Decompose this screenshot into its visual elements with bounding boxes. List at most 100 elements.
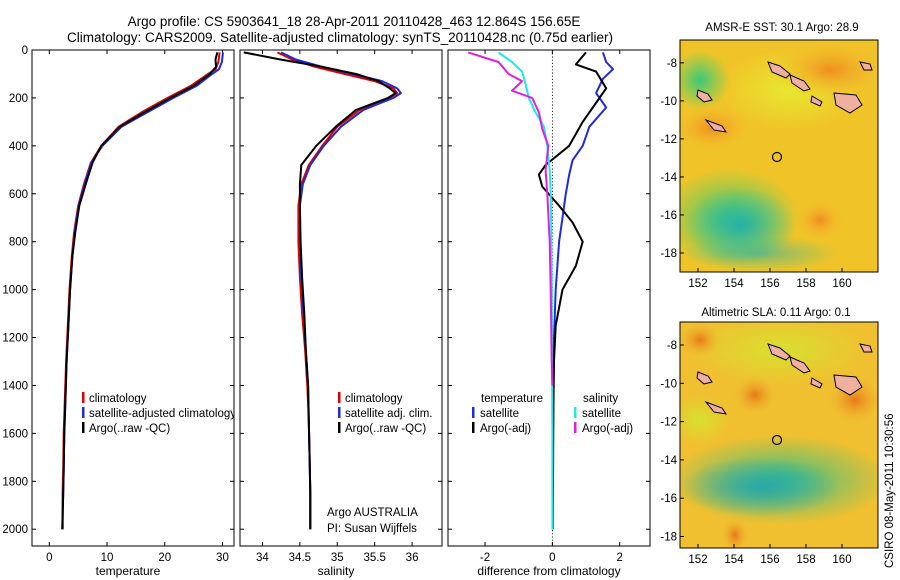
- x-tick-label: 20: [158, 552, 171, 564]
- y-tick-label: 1800: [2, 476, 28, 488]
- legend-heading-salinity: salinity: [583, 393, 618, 405]
- salinity-panel: 34 34.5 35 35.5 36 salinity climatology sate…: [239, 49, 443, 578]
- sst-map-frame: [679, 39, 879, 273]
- map-y-tick-label: -12: [660, 417, 677, 429]
- y-tick-label: 1600: [2, 428, 28, 440]
- legend-label-satellite-adjusted: satellite-adjusted climatology: [89, 408, 236, 420]
- map-x-tick-label: 158: [796, 554, 815, 566]
- sst-cool-edge: [680, 235, 840, 272]
- map-x-tick-label: 154: [724, 278, 744, 290]
- map-x-tick-label: 152: [688, 278, 707, 290]
- difference-y-ticks: [448, 49, 650, 530]
- x-tick-label: 30: [216, 552, 229, 564]
- map-y-tick-label: -8: [667, 340, 677, 352]
- figure-title-line1: Argo profile: CS 5903641_18 28-Apr-2011 …: [128, 14, 581, 29]
- map-x-tick-label: 156: [760, 554, 779, 566]
- map-y-tick-label: -14: [660, 455, 677, 467]
- map-y-tick-label: -18: [660, 248, 677, 260]
- figure-title-line2: Climatology: CARS2009. Satellite-adjuste…: [67, 30, 613, 45]
- x-tick-label: 36: [406, 552, 419, 564]
- x-tick-label: -2: [480, 552, 490, 564]
- salinity-series: [243, 51, 402, 530]
- series-argo-raw-qc: [243, 51, 397, 530]
- difference-axes-box: [447, 49, 651, 547]
- sla-map-ticks: 152 154 156 158 160 -8 -10 -12 -14 -16 -18: [660, 340, 851, 566]
- sla-argo-position-marker: [771, 434, 783, 446]
- y-tick-label: 1400: [2, 380, 28, 392]
- map-y-tick-label: -18: [660, 532, 677, 544]
- legend-swatch-sal-argo: [574, 422, 577, 433]
- y-tick-label: 1000: [2, 285, 28, 297]
- legend-label-satellite-adj: satellite adj. clim.: [345, 408, 433, 420]
- sla-high-nw: [680, 322, 722, 358]
- sla-map-panel: Altimetric SLA: 0.11 Argo: 0.1 152 154 156…: [660, 307, 879, 566]
- argo-pi-label: PI: Susan Wijffels: [327, 523, 417, 535]
- temperature-y-ticks: 0 200 400 600 800 1000 1200 1400 1600 1800 2000: [2, 45, 234, 536]
- legend-swatch-sal-satellite: [574, 407, 577, 418]
- x-tick-label: 0: [549, 552, 555, 564]
- map-y-tick-label: -16: [660, 210, 677, 222]
- y-tick-label: 400: [9, 141, 28, 153]
- difference-panel: -2 0 2 difference from climatology tempera…: [447, 49, 651, 578]
- sst-cool-patch-nw: [680, 50, 730, 110]
- map-y-tick-label: -12: [660, 134, 677, 146]
- y-tick-label: 0: [22, 45, 28, 57]
- x-tick-label: 0: [46, 552, 52, 564]
- y-tick-label: 600: [9, 189, 28, 201]
- x-tick-label: 10: [101, 552, 114, 564]
- difference-legend: temperature satellite Argo(-adj) salinit…: [472, 393, 633, 435]
- x-tick-label: 35.5: [363, 552, 385, 564]
- sst-land-islands: [696, 61, 873, 133]
- sla-map-frame: [679, 321, 879, 549]
- map-y-tick-label: -10: [660, 96, 677, 108]
- series-satellite-adjusted-climatology: [61, 52, 224, 530]
- x-tick-label: 34: [256, 552, 269, 564]
- difference-series: [467, 51, 614, 530]
- temperature-xlabel: temperature: [96, 564, 161, 578]
- y-tick-label: 1200: [2, 333, 28, 345]
- sla-map-title: Altimetric SLA: 0.11 Argo: 0.1: [701, 307, 850, 319]
- legend-swatch-satellite-adj: [338, 407, 341, 418]
- legend-label-climatology: climatology: [345, 393, 403, 405]
- legend-swatch-temp-satellite: [472, 407, 475, 418]
- x-tick-label: 34.5: [289, 552, 311, 564]
- sst-warm-patch-south: [795, 198, 845, 242]
- sst-argo-position-marker: [771, 151, 783, 163]
- x-tick-label: 35: [331, 552, 344, 564]
- legend-swatch-satellite-adjusted: [82, 407, 85, 418]
- csiro-timestamp: CSIRO 08-May-2011 10:30:56: [884, 414, 896, 568]
- legend-swatch-temp-argo: [472, 422, 475, 433]
- series-climatology: [276, 51, 399, 530]
- series-salinity-argo-adj: [467, 51, 554, 386]
- legend-swatch-climatology: [338, 392, 341, 403]
- legend-label-sal-argo: Argo(-adj): [582, 423, 633, 435]
- legend-swatch-argo: [338, 422, 341, 433]
- map-x-tick-label: 156: [760, 278, 779, 290]
- map-y-tick-label: -16: [660, 493, 677, 505]
- argo-program-label: Argo AUSTRALIA: [327, 507, 418, 519]
- legend-label-sal-satellite: satellite: [582, 408, 621, 420]
- sst-map-panel: AMSR-E SST: 30.1 Argo: 28.9 152 154 156 158…: [660, 22, 879, 290]
- y-tick-label: 800: [9, 237, 28, 249]
- sla-low-core: [680, 457, 840, 517]
- legend-swatch-argo: [82, 422, 85, 433]
- sla-field: [680, 322, 878, 548]
- map-x-tick-label: 160: [832, 554, 851, 566]
- sst-map-title: AMSR-E SST: 30.1 Argo: 28.9: [705, 22, 858, 34]
- series-argo-raw-qc: [61, 52, 219, 530]
- map-y-tick-label: -8: [667, 58, 677, 70]
- salinity-y-ticks: [240, 49, 442, 530]
- legend-label-temp-argo: Argo(-adj): [480, 423, 531, 435]
- map-x-tick-label: 160: [832, 278, 851, 290]
- series-salinity-satellite: [497, 51, 554, 530]
- legend-label-argo: Argo(..raw -QC): [89, 423, 170, 435]
- x-tick-label: 2: [616, 552, 622, 564]
- salinity-x-ticks: 34 34.5 35 35.5 36: [256, 50, 418, 564]
- temperature-axes-box: [31, 49, 235, 547]
- map-x-tick-label: 154: [724, 554, 744, 566]
- map-y-tick-label: -10: [660, 378, 677, 390]
- salinity-axes-box: [239, 49, 443, 547]
- legend-heading-temperature: temperature: [481, 393, 543, 405]
